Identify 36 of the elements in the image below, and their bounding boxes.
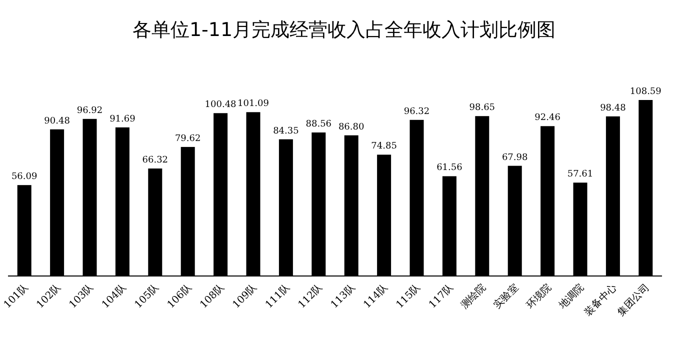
- x-tick-label: 集团公司: [615, 282, 652, 318]
- x-tick-label: 108队: [198, 282, 227, 311]
- data-label: 96.32: [404, 106, 430, 117]
- x-tick-label: 114队: [361, 282, 390, 311]
- data-label: 108.59: [630, 87, 662, 97]
- chart-title: 各单位1-11月完成经营收入占全年收入计划比例图: [132, 19, 556, 41]
- data-label: 66.32: [142, 156, 168, 166]
- data-label: 98.65: [469, 103, 496, 114]
- data-label: 56.09: [11, 172, 38, 182]
- data-label: 96.92: [76, 106, 103, 116]
- x-tick-label: 111队: [263, 282, 292, 311]
- x-tick-label: 102队: [34, 282, 64, 311]
- data-label: 101.09: [238, 99, 270, 110]
- x-tick-label: 105队: [132, 282, 162, 311]
- x-tick-label: 实验室: [491, 282, 521, 312]
- data-label: 61.56: [436, 163, 463, 174]
- x-tick-label: 112队: [296, 282, 325, 311]
- x-tick-label: 测绘院: [458, 282, 488, 312]
- data-label: 92.46: [534, 113, 561, 124]
- x-tick-label: 106队: [164, 282, 194, 311]
- x-tick-label: 117队: [426, 282, 456, 311]
- data-label: 57.61: [567, 170, 594, 180]
- data-label: 79.62: [174, 134, 201, 144]
- x-tick-label: 113队: [328, 282, 358, 311]
- x-tick-label: 环境院: [524, 282, 554, 312]
- data-label: 84.35: [273, 126, 300, 136]
- data-label: 86.80: [338, 122, 365, 132]
- x-tick-label: 104队: [100, 282, 129, 311]
- data-label: 98.48: [600, 103, 626, 114]
- data-label: 88.56: [306, 119, 332, 130]
- data-label: 90.48: [44, 116, 70, 126]
- data-label: 91.69: [110, 114, 136, 124]
- data-label: 100.48: [204, 100, 237, 110]
- data-label: 67.98: [502, 152, 528, 163]
- data-label: 74.85: [371, 142, 398, 152]
- x-tick-label: 101队: [1, 282, 30, 311]
